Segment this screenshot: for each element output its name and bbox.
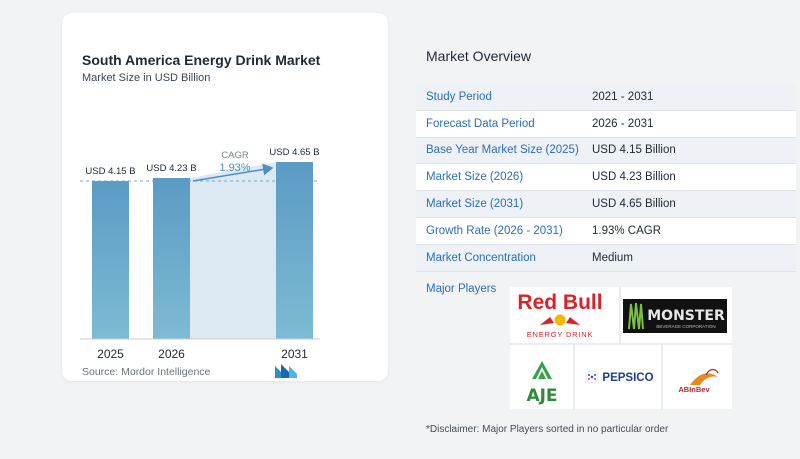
overview-row: Market Size (2031) USD 4.65 Billion (416, 191, 796, 218)
chart-subtitle: Market Size in USD Billion (82, 72, 211, 84)
overview-row: Study Period 2021 - 2031 (416, 84, 796, 111)
x-tick-label-2025: 2025 (97, 347, 124, 361)
monster-tagline: BEVERAGE CORPORATION (656, 324, 715, 329)
row-value: Medium (592, 251, 633, 264)
row-value: 2021 - 2031 (592, 90, 654, 103)
bar-2026 (153, 177, 190, 339)
abinbev-name: ABInBev (678, 385, 710, 394)
monster-name: MONSTER (647, 308, 725, 324)
aje-name: AJE (526, 386, 557, 406)
overview-title: Market Overview (426, 48, 532, 64)
abinbev-logo: ABInBev (678, 368, 719, 394)
row-label: Market Size (2031) (426, 198, 524, 211)
row-label: Market Concentration (426, 251, 536, 264)
cagr-label: CAGR (221, 150, 249, 161)
monster-logo: MONSTER BEVERAGE CORPORATION (623, 299, 727, 333)
row-value: USD 4.23 Billion (592, 171, 676, 184)
x-tick-label-2031: 2031 (281, 347, 308, 361)
overview-row: Forecast Data Period 2026 - 2031 (416, 110, 796, 138)
redbull-name: Red Bull (517, 291, 602, 314)
major-players-logos: Red Bull ENERGY DRINK MONSTER BEVERAGE C… (510, 287, 732, 409)
redbull-tagline: ENERGY DRINK (527, 330, 594, 339)
overview-row: Base Year Market Size (2025) USD 4.15 Bil… (416, 137, 796, 165)
bar-2025 (92, 181, 129, 339)
chart-title: South America Energy Drink Market (82, 52, 321, 68)
data-label-2025: USD 4.15 B (85, 166, 135, 177)
cagr-band (190, 162, 276, 339)
redbull-logo: Red Bull ENERGY DRINK (517, 291, 602, 339)
disclaimer: *Disclaimer: Major Players sorted in no … (426, 424, 669, 435)
row-value: USD 4.65 Billion (592, 198, 676, 211)
row-label: Market Size (2026) (426, 171, 524, 184)
major-players-label: Major Players (426, 283, 497, 295)
overview-table: Study Period 2021 - 2031 Forecast Data Pe… (416, 84, 796, 272)
row-label: Study Period (426, 90, 492, 103)
row-value: 2026 - 2031 (592, 117, 654, 130)
data-label-2026: USD 4.23 B (146, 163, 196, 174)
row-value: 1.93% CAGR (592, 224, 662, 237)
aje-logo: AJE (526, 361, 558, 406)
cagr-arrow (192, 163, 274, 182)
pepsico-logo: PEPSICO (585, 370, 654, 384)
row-label: Growth Rate (2026 - 2031) (426, 224, 563, 237)
cagr-value: 1.93% (219, 162, 250, 174)
overview-row: Market Concentration Medium (416, 244, 796, 272)
x-tick-label-2026: 2026 (158, 347, 185, 361)
bar-chart: USD 4.15 B 2025 USD 4.23 B 2026 USD 4.65 B 20… (80, 147, 320, 361)
overview-row: Growth Rate (2026 - 2031) 1.93% CAGR (416, 217, 796, 245)
mordor-logo-icon (275, 364, 297, 378)
source-text: Source: Mordor Intelligence (82, 366, 211, 378)
row-label: Base Year Market Size (2025) (426, 144, 579, 157)
pepsico-name: PEPSICO (602, 372, 653, 384)
data-label-2031: USD 4.65 B (269, 147, 319, 158)
bar-2031 (276, 162, 313, 339)
overview-row: Market Size (2026) USD 4.23 Billion (416, 164, 796, 192)
row-value: USD 4.15 Billion (592, 144, 676, 157)
row-label: Forecast Data Period (426, 117, 535, 130)
